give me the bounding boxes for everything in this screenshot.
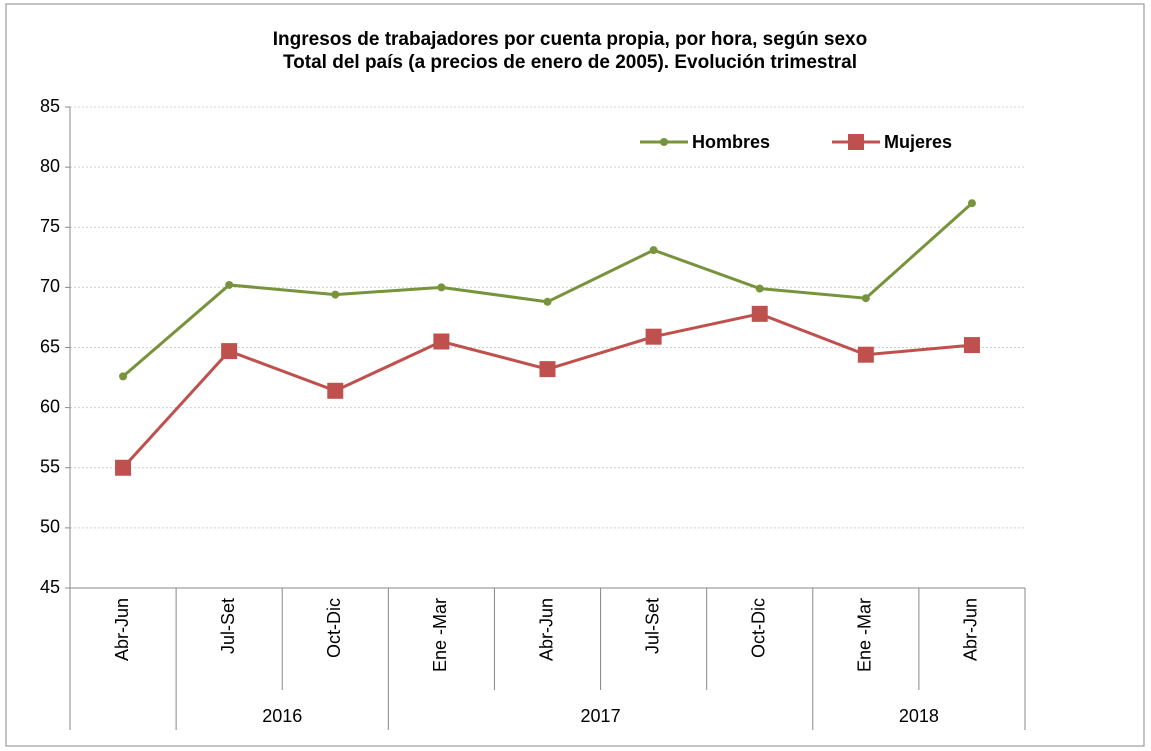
y-tick-label: 80 (40, 156, 60, 176)
x-tick-label: Abr-Jun (536, 598, 556, 661)
frame (5, 3, 1145, 747)
y-tick-label: 70 (40, 276, 60, 296)
marker (645, 328, 662, 345)
y-tick-label: 65 (40, 336, 60, 356)
marker (857, 346, 874, 363)
year-label: 2017 (581, 706, 621, 726)
marker (115, 459, 132, 476)
marker (119, 372, 128, 381)
x-tick-label: Abr-Jun (961, 598, 981, 661)
y-tick-label: 60 (40, 396, 60, 416)
y-tick-label: 85 (40, 96, 60, 116)
legend-label: Hombres (692, 132, 770, 152)
x-tick-label: Oct-Dic (324, 598, 344, 658)
x-tick-label: Ene -Mar (430, 598, 450, 672)
x-tick-label: Jul-Set (218, 598, 238, 654)
legend-marker (848, 134, 864, 150)
marker (755, 284, 764, 293)
marker (751, 305, 768, 322)
marker (221, 343, 238, 360)
x-tick-label: Ene -Mar (855, 598, 875, 672)
marker (433, 333, 450, 350)
marker (437, 283, 446, 292)
legend-marker (660, 138, 668, 146)
marker (539, 361, 556, 378)
marker (967, 199, 976, 208)
chart-title: Ingresos de trabajadores por cuenta prop… (273, 29, 867, 50)
marker (331, 290, 340, 299)
chart-subtitle: Total del país (a precios de enero de 20… (283, 52, 857, 73)
x-tick-label: Oct-Dic (748, 598, 768, 658)
year-label: 2018 (899, 706, 939, 726)
y-tick-label: 75 (40, 216, 60, 236)
marker (861, 294, 870, 303)
x-tick-label: Abr-Jun (112, 598, 132, 661)
marker (963, 337, 980, 354)
marker (543, 297, 552, 306)
marker (225, 280, 234, 289)
year-label: 2016 (262, 706, 302, 726)
marker (327, 382, 344, 399)
x-tick-label: Jul-Set (642, 598, 662, 654)
y-tick-label: 55 (40, 457, 60, 477)
legend-label: Mujeres (884, 132, 952, 152)
marker (649, 246, 658, 255)
y-tick-label: 45 (40, 577, 60, 597)
y-tick-label: 50 (40, 517, 60, 537)
